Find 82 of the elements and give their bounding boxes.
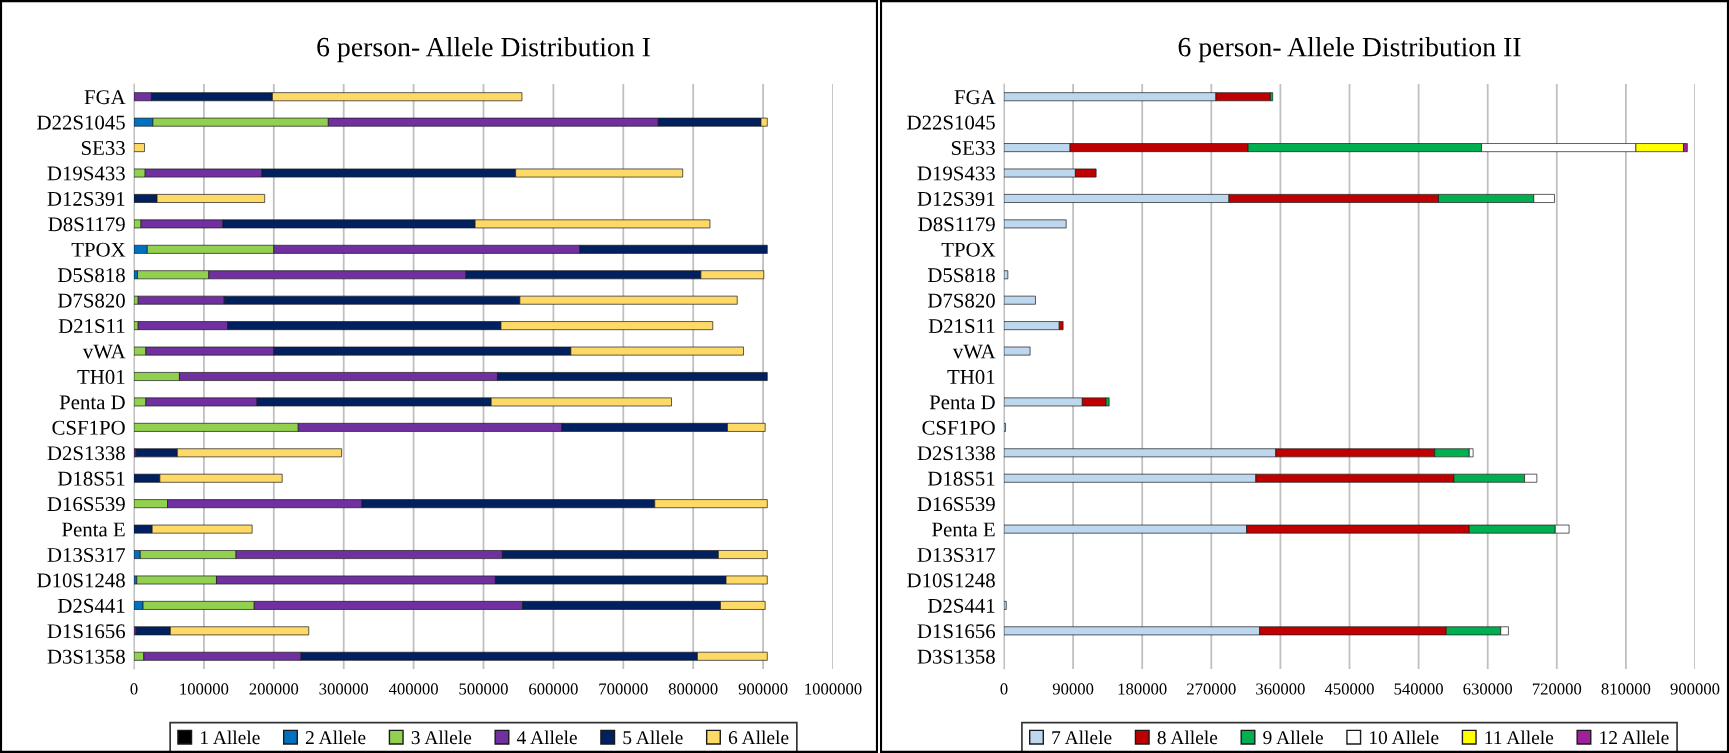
legend-label: 3 Allele bbox=[411, 730, 472, 745]
y-tick-label: D8S1179 bbox=[48, 217, 125, 232]
x-tick-label: 700000 bbox=[599, 683, 648, 695]
y-tick-label: D10S1248 bbox=[37, 573, 125, 588]
y-tick-label: Penta E bbox=[932, 522, 995, 537]
y-tick-label: TPOX bbox=[71, 242, 126, 257]
y-tick-label: D21S11 bbox=[928, 319, 995, 334]
legend-label: 8 Allele bbox=[1157, 730, 1218, 745]
y-tick-label: TPOX bbox=[941, 242, 996, 257]
x-tick-label: 1000000 bbox=[805, 683, 862, 695]
legend-label: 11 Allele bbox=[1485, 730, 1554, 745]
y-tick-label: SE33 bbox=[951, 141, 995, 156]
y-tick-label: FGA bbox=[954, 90, 996, 105]
y-tick-label: D22S1045 bbox=[907, 115, 995, 130]
x-tick-label: 600000 bbox=[529, 683, 578, 695]
x-tick-label: 0 bbox=[1000, 683, 1008, 695]
y-tick-label: TH01 bbox=[947, 369, 995, 384]
x-tick-label: 360000 bbox=[1256, 683, 1305, 695]
x-tick-label: 100000 bbox=[180, 683, 229, 695]
x-tick-label: 450000 bbox=[1324, 683, 1374, 695]
y-tick-label: D16S539 bbox=[47, 497, 125, 512]
x-tick-label: 540000 bbox=[1394, 683, 1443, 695]
y-tick-label: D8S1179 bbox=[918, 217, 995, 232]
y-tick-label: D21S11 bbox=[58, 319, 125, 334]
y-tick-label: D13S317 bbox=[47, 547, 126, 562]
y-tick-label: FGA bbox=[84, 90, 126, 105]
x-tick-label: 810000 bbox=[1601, 683, 1651, 695]
x-tick-label: 90000 bbox=[1052, 683, 1094, 695]
y-tick-label: D18S51 bbox=[57, 471, 125, 486]
x-tick-label: 900000 bbox=[738, 683, 788, 695]
x-tick-label: 400000 bbox=[388, 683, 438, 695]
y-tick-label: Penta D bbox=[929, 395, 995, 410]
chart-title: 6 person- Allele Distribution II bbox=[1178, 36, 1521, 63]
legend-label: 6 Allele bbox=[728, 730, 789, 745]
x-tick-label: 900000 bbox=[1670, 683, 1720, 695]
y-tick-label: Penta D bbox=[59, 395, 125, 410]
y-tick-label: vWA bbox=[82, 344, 126, 359]
y-tick-label: TH01 bbox=[77, 369, 125, 384]
y-tick-label: D3S1358 bbox=[917, 649, 995, 664]
y-tick-label: CSF1PO bbox=[922, 420, 995, 435]
y-tick-label: D7S820 bbox=[927, 293, 995, 308]
y-tick-label: D7S820 bbox=[57, 293, 125, 308]
x-tick-label: 630000 bbox=[1463, 683, 1513, 695]
x-tick-label: 180000 bbox=[1118, 683, 1167, 695]
y-tick-label: D2S1338 bbox=[47, 446, 125, 461]
y-tick-label: D1S1656 bbox=[47, 624, 126, 639]
legend-label: 9 Allele bbox=[1263, 730, 1323, 745]
y-tick-label: vWA bbox=[952, 344, 996, 359]
y-tick-label: SE33 bbox=[81, 141, 125, 156]
y-tick-label: D1S1656 bbox=[917, 624, 996, 639]
y-tick-label: D5S818 bbox=[927, 268, 995, 283]
x-tick-label: 720000 bbox=[1532, 683, 1582, 695]
y-tick-label: D18S51 bbox=[927, 471, 995, 486]
y-tick-label: D13S317 bbox=[917, 547, 996, 562]
legend-label: 12 Allele bbox=[1600, 730, 1669, 745]
legend-label: 1 Allele bbox=[201, 730, 260, 745]
x-tick-label: 800000 bbox=[668, 683, 718, 695]
y-tick-label: D12S391 bbox=[917, 191, 995, 206]
y-tick-label: D19S433 bbox=[47, 166, 125, 181]
y-tick-label: CSF1PO bbox=[52, 420, 125, 435]
legend-label: 5 Allele bbox=[623, 730, 683, 745]
y-tick-label: D2S1338 bbox=[917, 446, 995, 461]
y-tick-label: D22S1045 bbox=[37, 115, 125, 130]
y-tick-label: D2S441 bbox=[57, 598, 125, 613]
x-tick-label: 0 bbox=[130, 683, 138, 695]
y-tick-label: D2S441 bbox=[927, 598, 995, 613]
legend-label: 4 Allele bbox=[516, 730, 577, 745]
chart-title: 6 person- Allele Distribution I bbox=[317, 36, 650, 63]
y-tick-label: D12S391 bbox=[47, 191, 125, 206]
x-tick-label: 500000 bbox=[459, 683, 508, 695]
x-tick-label: 270000 bbox=[1187, 683, 1236, 695]
y-tick-label: D3S1358 bbox=[47, 649, 125, 664]
legend-label: 10 Allele bbox=[1370, 730, 1439, 745]
y-tick-label: D19S433 bbox=[917, 166, 995, 181]
y-tick-label: D16S539 bbox=[917, 497, 995, 512]
x-tick-label: 200000 bbox=[249, 683, 299, 695]
x-tick-label: 300000 bbox=[319, 683, 369, 695]
legend-label: 7 Allele bbox=[1052, 730, 1112, 745]
y-tick-label: Penta E bbox=[62, 522, 125, 537]
y-tick-label: D5S818 bbox=[57, 268, 125, 283]
y-tick-label: D10S1248 bbox=[907, 573, 995, 588]
legend-label: 2 Allele bbox=[305, 730, 366, 745]
